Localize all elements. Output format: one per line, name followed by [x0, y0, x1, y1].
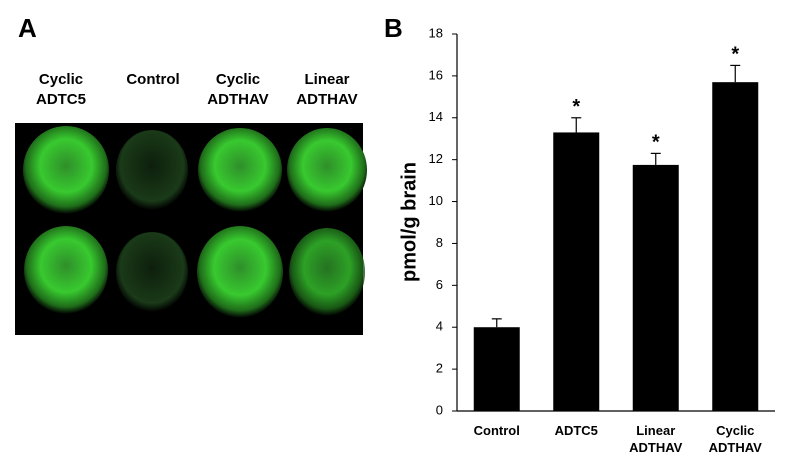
x-tick-label: Control	[473, 423, 520, 438]
y-tick-label: 8	[436, 235, 443, 250]
brain	[24, 226, 108, 314]
brain	[197, 226, 283, 318]
y-tick-label: 0	[436, 402, 443, 417]
brain	[198, 128, 282, 212]
column-label: Control	[126, 71, 180, 88]
significance-marker: *	[572, 96, 580, 118]
x-tick-label: Cyclic ADTHAV	[708, 423, 762, 455]
brain	[289, 228, 365, 316]
brain	[116, 130, 188, 210]
bar	[712, 82, 759, 411]
significance-marker: *	[731, 44, 739, 66]
y-tick-label: 4	[436, 319, 443, 334]
y-tick-label: 12	[429, 151, 443, 166]
brain	[116, 232, 188, 312]
y-tick-label: 10	[429, 193, 443, 208]
y-tick-label: 6	[436, 277, 443, 292]
panel-label: A	[18, 13, 37, 43]
brains	[23, 126, 367, 318]
brain	[23, 126, 109, 214]
y-tick-label: 16	[429, 67, 443, 82]
brain	[287, 128, 367, 212]
y-tick-label: 2	[436, 361, 443, 376]
panel-label: B	[384, 13, 403, 43]
bar	[473, 327, 520, 411]
bar	[553, 132, 600, 411]
column-label: Linear ADTHAV	[296, 71, 358, 108]
significance-marker: *	[652, 132, 660, 154]
column-label: Cyclic ADTHAV	[207, 71, 269, 108]
y-tick-label: 18	[429, 25, 443, 40]
y-tick-label: 14	[429, 109, 443, 124]
x-tick-label: ADTC5	[554, 423, 598, 438]
column-label: Cyclic ADTC5	[35, 71, 86, 108]
bar	[632, 164, 679, 411]
y-axis-label: pmol/g brain	[398, 162, 420, 282]
x-tick-label: Linear ADTHAV	[629, 423, 683, 455]
